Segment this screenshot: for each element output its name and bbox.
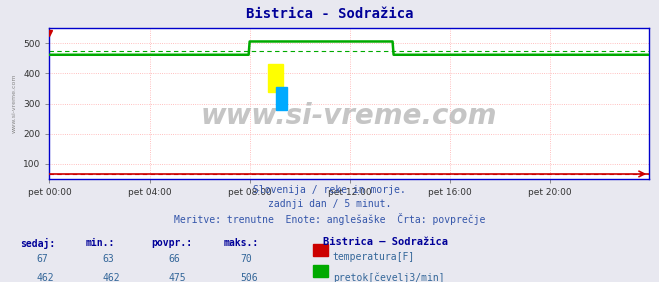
Text: www.si-vreme.com: www.si-vreme.com — [12, 74, 17, 133]
Bar — [268, 64, 283, 92]
Text: 506: 506 — [241, 273, 258, 282]
Text: www.si-vreme.com: www.si-vreme.com — [201, 102, 498, 130]
Text: Bistrica – Sodražica: Bistrica – Sodražica — [323, 237, 448, 246]
Text: povpr.:: povpr.: — [152, 237, 192, 248]
Text: 67: 67 — [36, 254, 48, 264]
Text: maks.:: maks.: — [224, 237, 259, 248]
Bar — [276, 87, 287, 110]
Text: 63: 63 — [102, 254, 114, 264]
Text: Bistrica - Sodražica: Bistrica - Sodražica — [246, 7, 413, 21]
Text: temperatura[F]: temperatura[F] — [333, 252, 415, 262]
Text: min.:: min.: — [86, 237, 115, 248]
Text: 475: 475 — [168, 273, 186, 282]
Bar — [313, 244, 328, 256]
Bar — [313, 265, 328, 277]
Text: Slovenija / reke in morje.: Slovenija / reke in morje. — [253, 185, 406, 195]
Text: 70: 70 — [241, 254, 252, 264]
Text: Meritve: trenutne  Enote: anglešaške  Črta: povprečje: Meritve: trenutne Enote: anglešaške Črta… — [174, 213, 485, 225]
Text: 462: 462 — [36, 273, 54, 282]
Text: 462: 462 — [102, 273, 120, 282]
Text: sedaj:: sedaj: — [20, 237, 55, 249]
Text: pretok[čevelj3/min]: pretok[čevelj3/min] — [333, 272, 444, 282]
Text: 66: 66 — [168, 254, 180, 264]
Text: zadnji dan / 5 minut.: zadnji dan / 5 minut. — [268, 199, 391, 209]
